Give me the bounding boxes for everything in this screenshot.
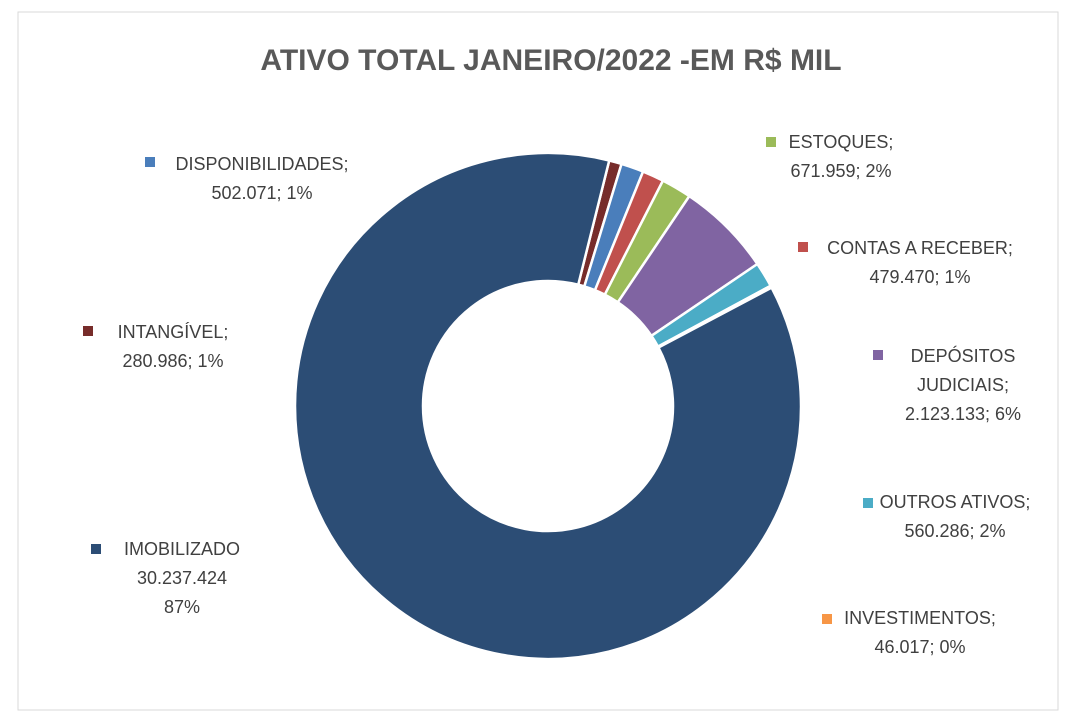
data-label-name: OUTROS ATIVOS;	[880, 492, 1031, 512]
data-label-name: DISPONIBILIDADES;	[175, 154, 348, 174]
donut-slice	[293, 151, 803, 661]
legend-marker	[798, 242, 808, 252]
data-label-name: ESTOQUES;	[789, 132, 894, 152]
data-label-value: 671.959; 2%	[790, 161, 891, 181]
legend-marker	[145, 157, 155, 167]
legend-marker	[83, 326, 93, 336]
data-label-value: 46.017; 0%	[874, 637, 965, 657]
legend-marker	[91, 544, 101, 554]
data-label-value: 2.123.133; 6%	[905, 404, 1021, 424]
data-label-name: INVESTIMENTOS;	[844, 608, 996, 628]
legend-marker	[863, 498, 873, 508]
chart-title: ATIVO TOTAL JANEIRO/2022 -EM R$ MIL	[260, 44, 841, 77]
legend-marker	[822, 614, 832, 624]
data-label-value: 560.286; 2%	[904, 521, 1005, 541]
data-label-name: IMOBILIZADO	[124, 539, 240, 559]
data-label-name: INTANGÍVEL;	[118, 322, 229, 342]
legend-marker	[873, 350, 883, 360]
legend-marker	[766, 137, 776, 147]
data-label-name: DEPÓSITOS JUDICIAIS;	[911, 345, 1016, 395]
data-label-value: 280.986; 1%	[122, 351, 223, 371]
data-label-value: 502.071; 1%	[211, 183, 312, 203]
data-label-value: 30.237.424 87%	[137, 568, 227, 617]
data-label-value: 479.470; 1%	[869, 267, 970, 287]
data-label-name: CONTAS A RECEBER;	[827, 238, 1013, 258]
